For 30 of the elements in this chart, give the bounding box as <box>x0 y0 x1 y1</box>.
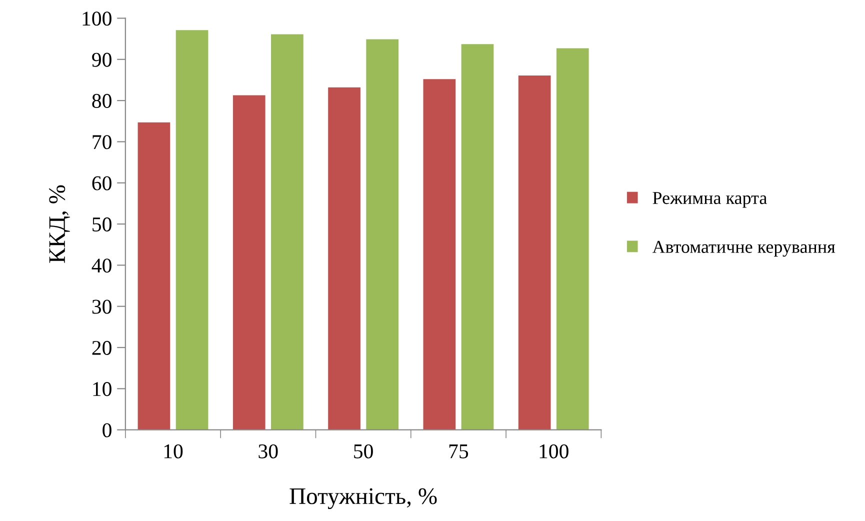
legend-label: Автоматичне керування <box>652 240 836 257</box>
y-axis-title: ККД, % <box>49 185 70 263</box>
legend-label: Режимна карта <box>652 192 767 208</box>
x-tick-label: 30 <box>258 444 278 458</box>
y-tick-label: 30 <box>92 300 112 314</box>
y-tick-label: 40 <box>92 258 112 273</box>
x-tick-label: 100 <box>540 444 568 458</box>
y-tick-label: 0 <box>102 423 112 438</box>
x-tick-label: 50 <box>354 444 373 458</box>
y-tick-label: 10 <box>93 382 112 396</box>
bar <box>232 95 266 430</box>
y-tick-label: 20 <box>92 340 112 355</box>
bar <box>176 30 208 430</box>
y-tick-label: 70 <box>92 135 112 150</box>
y-tick-label: 90 <box>92 52 112 67</box>
x-tick-label: 10 <box>164 444 183 458</box>
y-tick-label: 60 <box>92 176 112 190</box>
bar <box>271 34 304 430</box>
y-tick-label: 50 <box>92 217 112 232</box>
bar <box>423 79 456 430</box>
bar <box>138 122 170 430</box>
bar <box>366 39 399 430</box>
x-tick-label: 75 <box>449 444 468 458</box>
bar <box>556 48 589 430</box>
x-axis-title: Потужність, % <box>290 488 437 510</box>
bar <box>328 87 360 430</box>
y-tick-label: 80 <box>92 94 112 108</box>
bar <box>518 75 551 430</box>
y-tick-label: 100 <box>82 12 112 26</box>
bar <box>461 44 494 430</box>
